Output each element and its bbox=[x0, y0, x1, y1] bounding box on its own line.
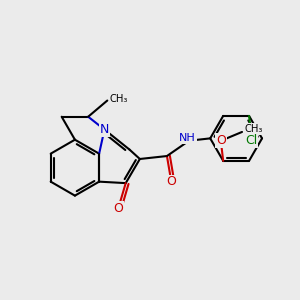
Text: O: O bbox=[167, 176, 176, 188]
Text: NH: NH bbox=[179, 134, 196, 143]
Text: Cl: Cl bbox=[245, 134, 258, 147]
Text: CH₃: CH₃ bbox=[244, 124, 262, 134]
Text: O: O bbox=[216, 134, 226, 147]
Text: O: O bbox=[113, 202, 123, 215]
Text: N: N bbox=[100, 123, 109, 136]
Text: CH₃: CH₃ bbox=[109, 94, 128, 104]
